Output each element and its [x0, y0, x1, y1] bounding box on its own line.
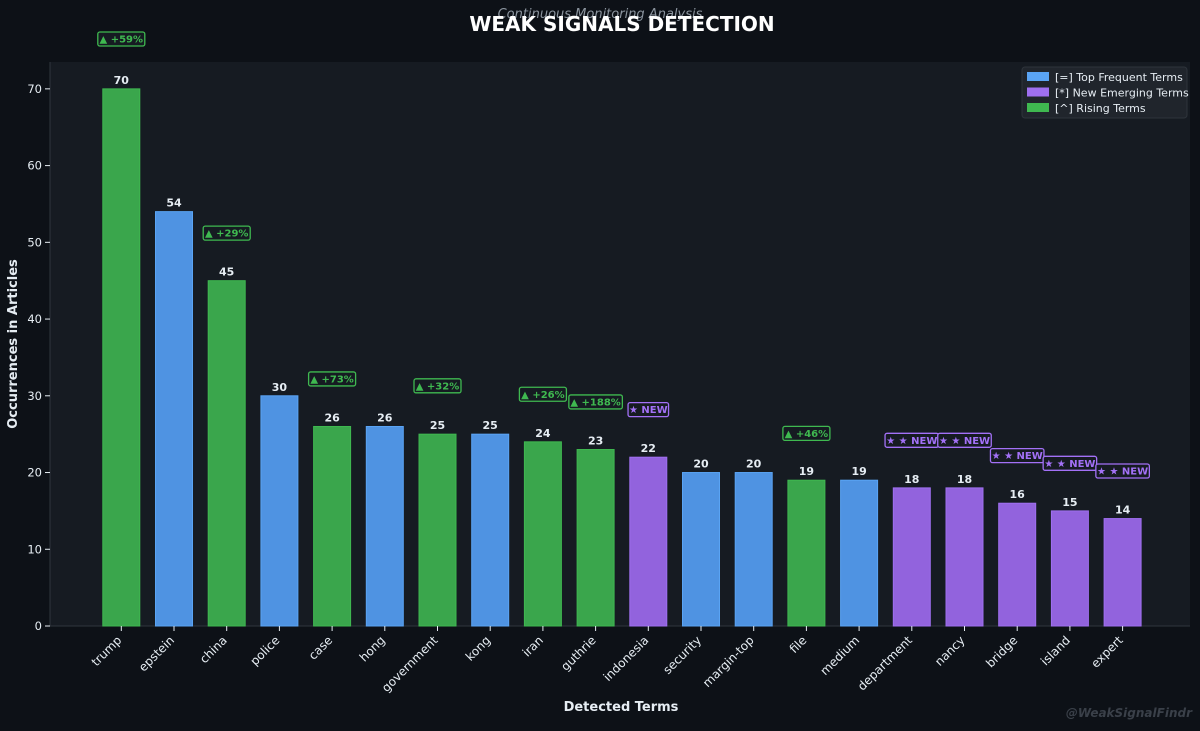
- y-tick-label: 60: [27, 159, 42, 173]
- y-tick-label: 10: [27, 542, 42, 556]
- bar-security: [682, 472, 720, 627]
- trend-badge: ▲ +46%: [785, 429, 829, 440]
- bar-medium: [840, 479, 879, 627]
- bar-value-label: 70: [114, 74, 130, 87]
- y-tick-label: 40: [27, 312, 42, 326]
- bar-value-label: 26: [324, 411, 340, 424]
- bar-government: [418, 433, 457, 627]
- legend-box: [1021, 66, 1188, 119]
- badge-box: [568, 394, 623, 410]
- legend-label-rising: [^] Rising Terms: [1055, 102, 1146, 115]
- trend-badge: ▲ +73%: [310, 374, 354, 385]
- legend-swatch-frequent: [1027, 72, 1049, 81]
- y-tick-label: 50: [27, 235, 42, 249]
- bar-nancy: [945, 487, 984, 627]
- trend-badge: ▲ +188%: [570, 397, 620, 408]
- badge-box: [518, 386, 568, 402]
- bar-island: [1050, 510, 1089, 627]
- y-axis-label: Occurrences in Articles: [6, 259, 21, 429]
- badge-box: [627, 401, 670, 418]
- x-axis-label: Detected Terms: [564, 700, 679, 715]
- bar-margin-top: [734, 472, 773, 627]
- bar-police: [260, 395, 299, 627]
- bar-value-label: 19: [799, 465, 814, 478]
- y-tick-label: 30: [27, 389, 42, 403]
- trend-badge: ★ ★ NEW: [939, 436, 990, 447]
- bar-value-label: 25: [430, 419, 445, 432]
- bar-value-label: 18: [904, 473, 919, 486]
- legend-swatch-rising: [1027, 103, 1049, 112]
- bar-value-label: 54: [166, 197, 182, 210]
- bar-value-label: 19: [851, 465, 866, 478]
- bar-value-label: 23: [588, 435, 603, 448]
- trend-badge: ★ ★ NEW: [1097, 466, 1148, 477]
- trend-badge: ▲ +59%: [100, 34, 144, 45]
- badge-box: [307, 371, 357, 387]
- badge-box: [1042, 455, 1098, 471]
- bar-value-label: 20: [746, 458, 762, 471]
- bar-guthrie: [576, 449, 615, 627]
- bar-value-label: 30: [272, 381, 288, 394]
- chart-subtitle: Continuous Monitoring Analysis: [498, 7, 703, 22]
- bar-epstein: [155, 211, 193, 627]
- trend-badge: ▲ +26%: [521, 390, 565, 401]
- badge-box: [1095, 463, 1150, 479]
- legend-label-emerging: [*] New Emerging Terms: [1055, 87, 1189, 100]
- y-tick-label: 70: [27, 82, 42, 96]
- watermark: @WeakSignalFindr: [1066, 706, 1193, 720]
- trend-badge: ★ ★ NEW: [1044, 459, 1095, 470]
- legend-swatch-emerging: [1027, 87, 1049, 97]
- badge-box: [202, 225, 251, 241]
- bar-hong: [365, 425, 404, 627]
- trend-badge: ★ ★ NEW: [886, 436, 937, 447]
- badge-box: [97, 31, 146, 47]
- trend-badge: ★ NEW: [629, 405, 668, 416]
- bar-value-label: 20: [693, 458, 709, 471]
- bar-value-label: 24: [535, 427, 551, 440]
- bar-value-label: 22: [641, 442, 656, 455]
- bar-bridge: [998, 502, 1037, 627]
- bar-value-label: 26: [377, 411, 393, 424]
- badge-box: [989, 447, 1045, 464]
- trend-badge: ★ ★ NEW: [992, 451, 1043, 462]
- badge-box: [937, 432, 992, 448]
- badge-box: [782, 425, 831, 442]
- bar-case: [313, 425, 352, 627]
- bar-value-label: 18: [957, 473, 972, 486]
- bar-trump: [102, 88, 141, 627]
- trend-badge: ▲ +32%: [416, 381, 460, 392]
- bar-file: [787, 479, 826, 627]
- y-tick-label: 20: [27, 466, 42, 480]
- legend-label-frequent: [=] Top Frequent Terms: [1055, 71, 1183, 84]
- bar-iran: [523, 441, 562, 627]
- bar-value-label: 15: [1062, 496, 1077, 509]
- bar-value-label: 14: [1115, 504, 1131, 517]
- bar-expert: [1103, 518, 1142, 627]
- bar-kong: [471, 433, 510, 627]
- y-tick-label: 0: [35, 619, 42, 633]
- bar-china: [207, 280, 246, 627]
- trend-badge: ▲ +29%: [205, 229, 249, 240]
- bar-value-label: 45: [219, 266, 234, 279]
- bar-indonesia: [629, 456, 668, 627]
- chart-title: WEAK SIGNALS DETECTION: [469, 12, 774, 36]
- bar-department: [892, 487, 931, 627]
- bar-value-label: 25: [483, 419, 498, 432]
- badge-box: [413, 378, 462, 394]
- bar-value-label: 16: [1010, 488, 1026, 501]
